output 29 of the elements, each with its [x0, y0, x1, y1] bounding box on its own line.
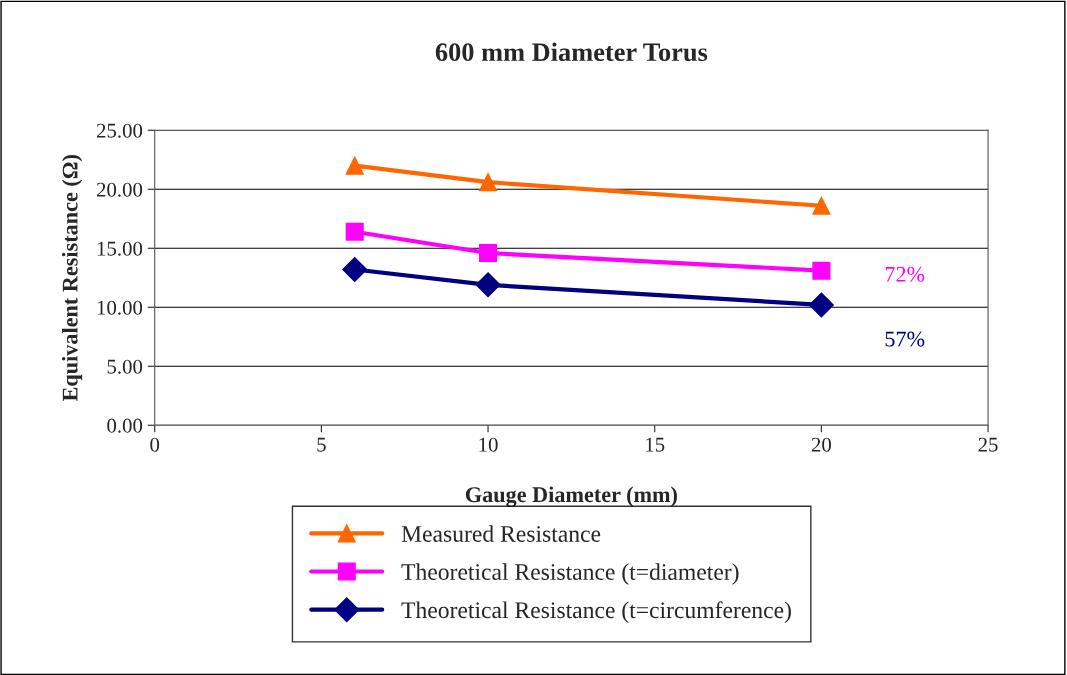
x-tick-label: 0 [150, 437, 160, 452]
chart-title: 600 mm Diameter Torus [435, 42, 708, 62]
y-tick-label: 10.00 [97, 300, 143, 315]
y-tick-label: 5.00 [107, 359, 143, 374]
point [812, 196, 831, 215]
point [812, 261, 831, 280]
legend-label: Theoretical Resistance (t=circumference) [401, 601, 791, 623]
point [479, 243, 498, 263]
x-tick-label: 20 [811, 437, 831, 452]
point [345, 156, 364, 175]
x-axis-title: Gauge Diameter (mm) [465, 486, 677, 507]
annotation: 72% [885, 266, 925, 282]
x-tick-label: 15 [646, 437, 665, 452]
point [479, 173, 498, 192]
point [808, 292, 834, 318]
x-tick-label: 10 [479, 437, 498, 452]
legend-label: Theoretical Resistance (t=diameter) [401, 563, 739, 585]
y-tick-label: 0.00 [107, 418, 143, 433]
point [475, 272, 501, 298]
y-tick-label: 15.00 [97, 241, 143, 256]
y-tick-label: 20.00 [96, 182, 143, 197]
x-tick-label: 5 [317, 437, 326, 452]
point [345, 222, 364, 241]
annotation: 57% [885, 331, 925, 347]
legend-label: Measured Resistance [401, 525, 601, 542]
y-axis-title: Equivalent Resistance (Ω) [61, 155, 83, 402]
x-tick-label: 25 [978, 437, 998, 452]
y-tick-label: 25.00 [96, 123, 143, 138]
point [342, 257, 368, 282]
